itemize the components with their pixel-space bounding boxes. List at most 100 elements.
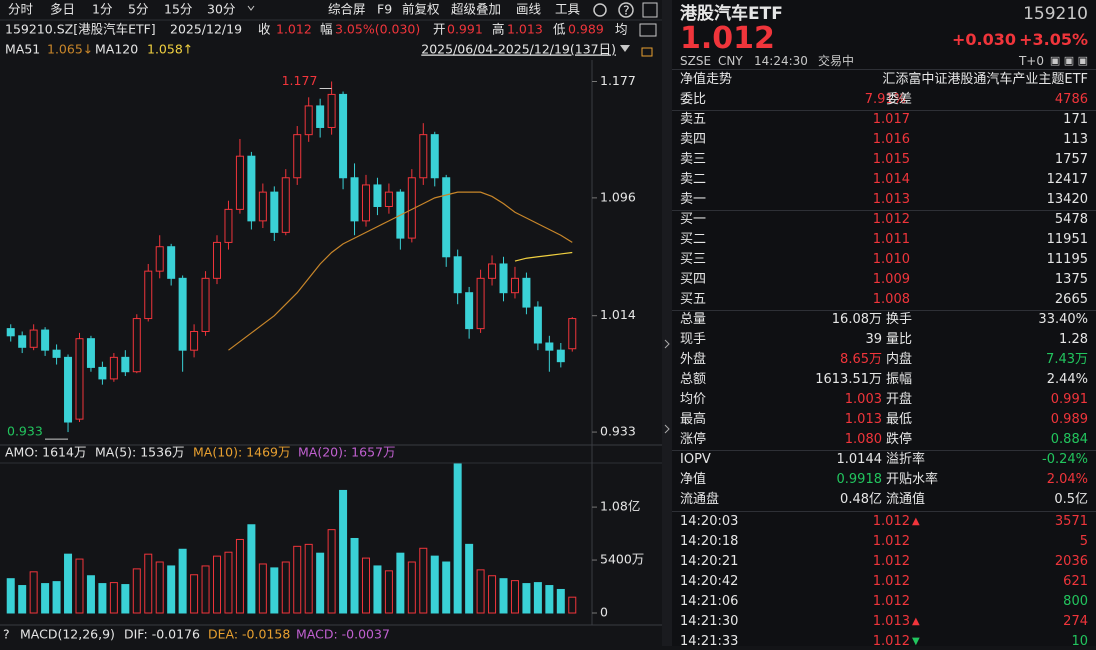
toolbar-tab[interactable]: 15分 — [164, 2, 192, 17]
toolbar-tab[interactable]: 5分 — [128, 2, 148, 17]
commission-row: 委比 — [680, 92, 707, 107]
wp-icon[interactable] — [639, 23, 657, 37]
candle-body — [52, 349, 61, 358]
stat-row: 开盘 — [886, 392, 913, 407]
candle-body — [373, 184, 382, 207]
y-tick-label: 1.014 — [600, 307, 636, 322]
bid-row: 买一 — [680, 212, 707, 227]
date-range[interactable]: 2025/06/04-2025/12/19(137日) — [421, 42, 616, 57]
ma-legend-value: 1.058↑ — [147, 42, 193, 57]
toolbar-tab[interactable]: 综合屏 — [328, 2, 366, 17]
volume-bar — [293, 545, 302, 614]
volume-bar — [339, 489, 348, 614]
volume-bar — [361, 557, 370, 614]
stat-row: 1.003 — [844, 392, 882, 407]
stat-row: 开贴水率 — [886, 472, 939, 487]
trade-row: 14:20:42 — [680, 574, 739, 589]
ma-legend-name: MA120 — [95, 42, 138, 57]
candle-body — [327, 93, 336, 128]
candle-body — [121, 356, 130, 373]
bid-row: 2665 — [1054, 292, 1088, 307]
candle-body — [29, 329, 38, 348]
trade-row: 3571 — [1054, 514, 1088, 529]
volume-bar — [327, 529, 336, 614]
quote-open-label: 开 — [433, 22, 446, 37]
volume-bar — [545, 585, 554, 614]
nav-row: 汇添富中证港股通汽车产业主题ETF — [882, 72, 1088, 87]
candle-body — [224, 208, 233, 243]
toolbar-tab[interactable]: 1分 — [92, 2, 112, 17]
stat-row: 0.884 — [1050, 432, 1088, 447]
commission-row: 7.91% — [864, 92, 906, 107]
panel-icons[interactable]: ▣ ▣ ▣ — [1049, 54, 1088, 67]
candle-body — [144, 270, 153, 320]
stat-row: 1.0144 — [836, 452, 883, 467]
ask-row: 1.015 — [872, 152, 910, 167]
candle-body — [201, 277, 210, 332]
quote-avg-label: 均 — [615, 22, 628, 37]
volume-bar — [499, 578, 508, 614]
candle-body — [316, 105, 325, 128]
volume-bar — [270, 567, 279, 614]
volume-bar — [190, 574, 199, 614]
toolbar-tab[interactable]: 工具 — [555, 2, 581, 17]
candle-body — [533, 306, 542, 344]
toolbar-tab[interactable]: 分时 — [8, 2, 34, 17]
volume-bar — [350, 537, 359, 614]
ask-row: 171 — [1063, 112, 1088, 127]
trade-row: 14:20:21 — [680, 554, 739, 569]
bid-row: 11195 — [1046, 252, 1088, 267]
trade-row: 1.012 — [872, 634, 910, 646]
toolbar-tab[interactable]: 超级叠加 — [451, 2, 501, 17]
volume-legend: MA(5): 1536万 — [95, 445, 185, 460]
splitter[interactable] — [662, 0, 672, 646]
help-icon[interactable] — [618, 2, 634, 18]
volume-bar — [430, 555, 439, 614]
toolbar-tab[interactable]: 多日 — [50, 2, 75, 17]
candle-body — [6, 328, 15, 337]
toolbar-tab[interactable]: 前复权 — [402, 2, 440, 17]
stat-row: 33.40% — [1038, 312, 1088, 327]
volume-bar — [235, 538, 244, 614]
ask-row: 1757 — [1054, 152, 1088, 167]
settings-icon[interactable] — [593, 3, 607, 17]
ask-row: 卖四 — [680, 132, 707, 147]
toolbar-tab[interactable]: 画线 — [516, 2, 542, 17]
bid-row: 5478 — [1054, 212, 1088, 227]
stat-row: 2.44% — [1046, 372, 1088, 387]
candle-body — [293, 134, 302, 179]
bid-row: 11951 — [1046, 232, 1088, 247]
volume-bar — [522, 583, 531, 614]
stat-row: 0.48亿 — [840, 492, 882, 507]
lock-icon[interactable] — [641, 47, 653, 57]
volume-bar — [75, 558, 84, 614]
quote-high: 1.013 — [507, 22, 543, 37]
candle-body — [361, 184, 370, 222]
stat-row: 流通盘 — [680, 492, 720, 507]
candle-body — [213, 241, 222, 279]
candle-body — [190, 330, 199, 351]
toolbar-tab[interactable]: F9 — [377, 2, 392, 17]
range-dropdown[interactable] — [620, 45, 630, 52]
more-icon[interactable] — [642, 2, 658, 18]
bid-row: 1.012 — [872, 212, 910, 227]
ma-legend-value: 1.065↓ — [47, 42, 93, 57]
volume-bar — [64, 553, 73, 614]
direction-icon: ▼ — [912, 636, 920, 646]
stat-row: 1.080 — [844, 432, 882, 447]
candle-body — [281, 177, 290, 233]
candle-body — [442, 177, 451, 258]
trade-row: 2036 — [1054, 554, 1088, 569]
volume-bar — [29, 571, 38, 614]
stat-row: 量比 — [886, 332, 913, 347]
toolbar-tab[interactable]: 30分 — [207, 2, 235, 17]
candle-body — [167, 246, 176, 279]
trade-row: 14:20:03 — [680, 514, 739, 529]
macd-toggle[interactable]: ? — [3, 627, 10, 642]
separator — [672, 450, 1096, 451]
bid-row: 1.009 — [872, 272, 910, 287]
volume-bar — [247, 524, 256, 614]
min-label: 0.933 — [7, 424, 43, 439]
candle-body — [384, 191, 393, 207]
stat-row: 总量 — [680, 312, 707, 327]
